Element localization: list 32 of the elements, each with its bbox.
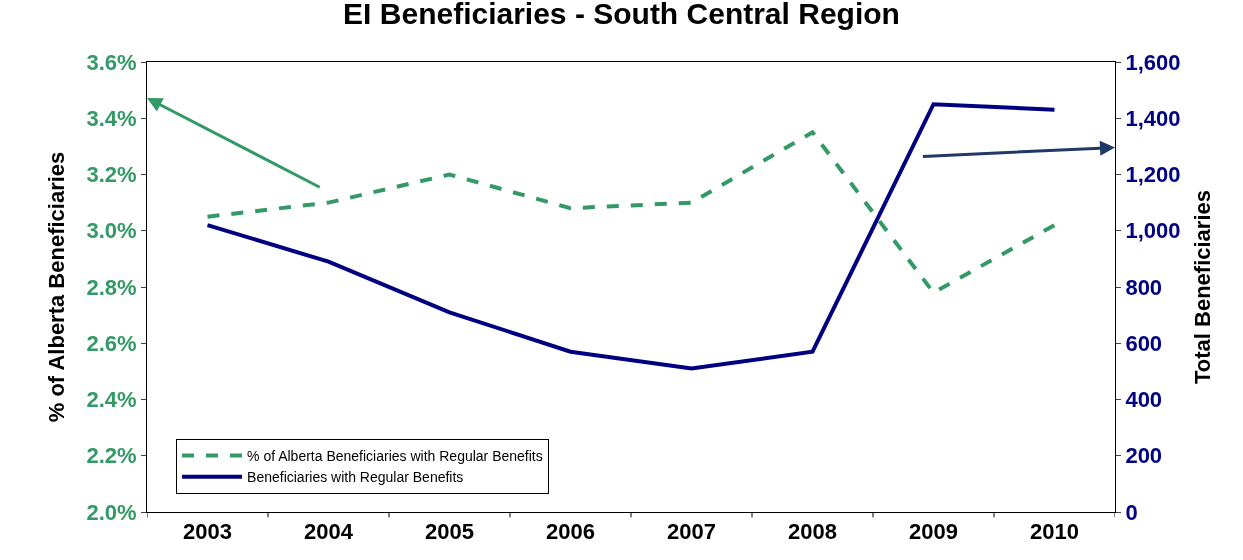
y2-tick-label: 1,400 xyxy=(1125,105,1181,131)
y2-tick-label: 1,200 xyxy=(1125,162,1181,188)
legend-label: Beneficiaries with Regular Benefits xyxy=(247,469,464,486)
y2-tick-label: 1,000 xyxy=(1125,218,1181,244)
y-tick-label: 3.4% xyxy=(86,105,137,131)
line-series xyxy=(205,102,1057,371)
y2-tick-label: 0 xyxy=(1125,499,1138,525)
x-tick-label: 2003 xyxy=(183,519,232,545)
y2-tick-label: 200 xyxy=(1125,443,1163,469)
y2-tick-label: 400 xyxy=(1125,387,1163,413)
x-tick-label: 2010 xyxy=(1030,519,1079,545)
x-tick-label: 2009 xyxy=(909,519,958,545)
y-tick-label: 2.4% xyxy=(86,387,137,413)
y-tick-label: 2.6% xyxy=(86,330,137,356)
y2-axis-title: Total Beneficiaries xyxy=(1190,190,1216,384)
x-tick-label: 2008 xyxy=(788,519,837,545)
y-tick-label: 2.0% xyxy=(86,499,137,525)
y-tick-label: 3.0% xyxy=(86,218,137,244)
y-tick-label: 3.2% xyxy=(86,162,137,188)
y2-tick-label: 1,600 xyxy=(1125,49,1181,75)
y-tick-label: 3.6% xyxy=(86,49,137,75)
y2-tick-label: 600 xyxy=(1125,330,1163,356)
y-tick-label: 2.2% xyxy=(86,443,137,469)
x-tick-label: 2006 xyxy=(546,519,595,545)
x-tick-label: 2004 xyxy=(304,519,354,545)
y2-tick-label: 800 xyxy=(1125,274,1163,300)
y-axis-title: % of Alberta Beneficiaries xyxy=(44,151,70,423)
legend-label: % of Alberta Beneficiaries with Regular Benefits xyxy=(247,448,543,465)
x-tick-label: 2005 xyxy=(425,519,474,545)
chart-title: EI Beneficiaries - South Central Region xyxy=(343,0,900,30)
y-tick-label: 2.8% xyxy=(86,274,137,300)
x-tick-label: 2007 xyxy=(667,519,716,545)
